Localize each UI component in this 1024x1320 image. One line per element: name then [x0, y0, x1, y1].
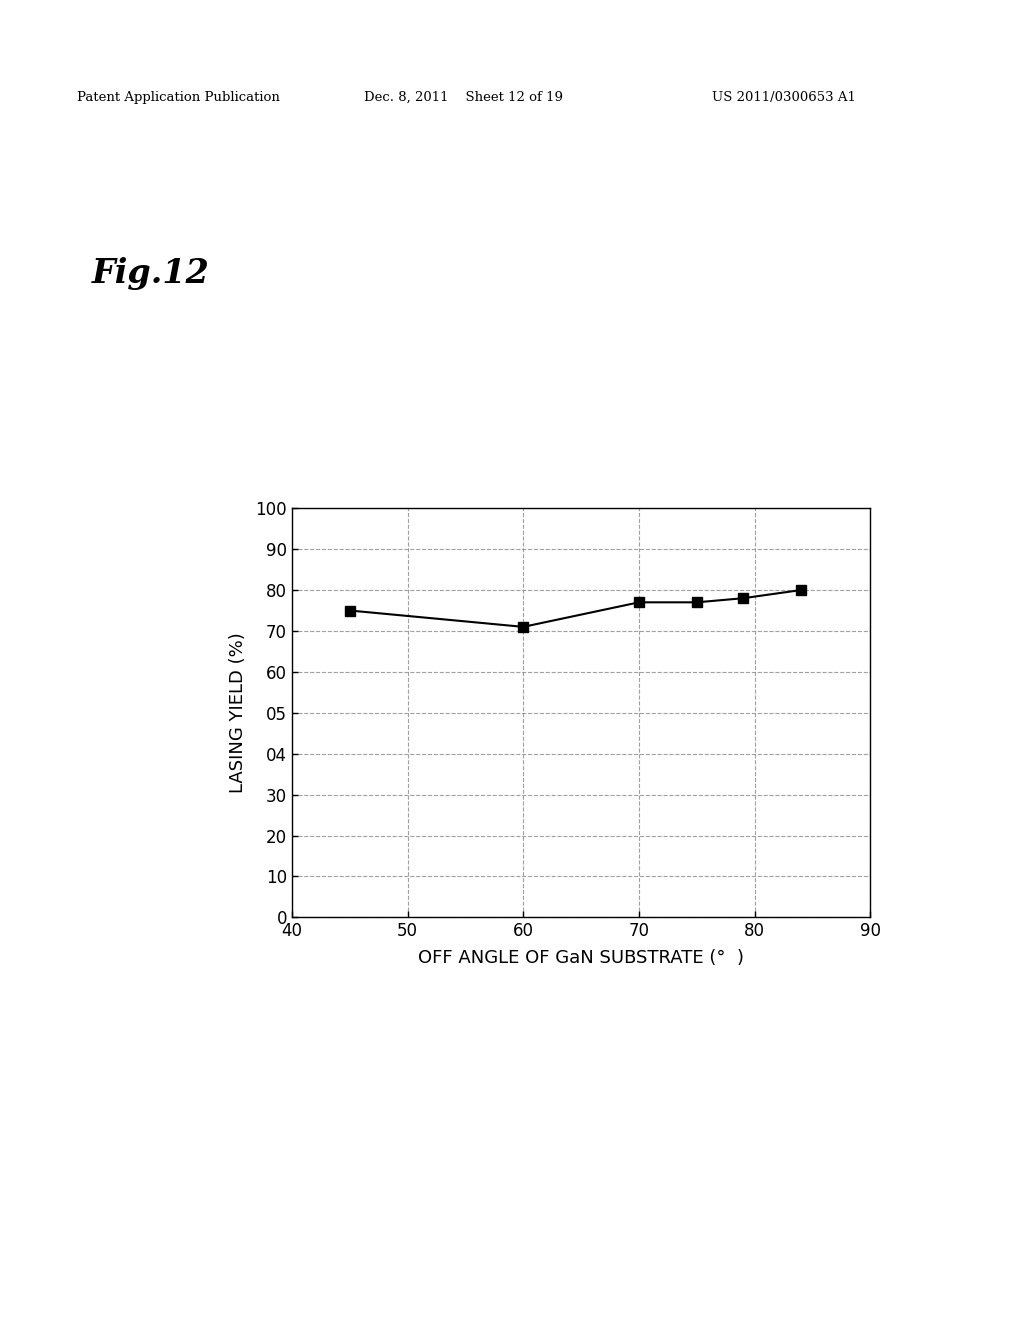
Text: Fig.12: Fig.12 — [92, 256, 210, 290]
X-axis label: OFF ANGLE OF GaN SUBSTRATE (°  ): OFF ANGLE OF GaN SUBSTRATE (° ) — [418, 949, 744, 966]
Text: Patent Application Publication: Patent Application Publication — [77, 91, 280, 104]
Y-axis label: LASING YIELD (%): LASING YIELD (%) — [229, 632, 247, 793]
Text: US 2011/0300653 A1: US 2011/0300653 A1 — [712, 91, 856, 104]
Text: Dec. 8, 2011    Sheet 12 of 19: Dec. 8, 2011 Sheet 12 of 19 — [364, 91, 562, 104]
